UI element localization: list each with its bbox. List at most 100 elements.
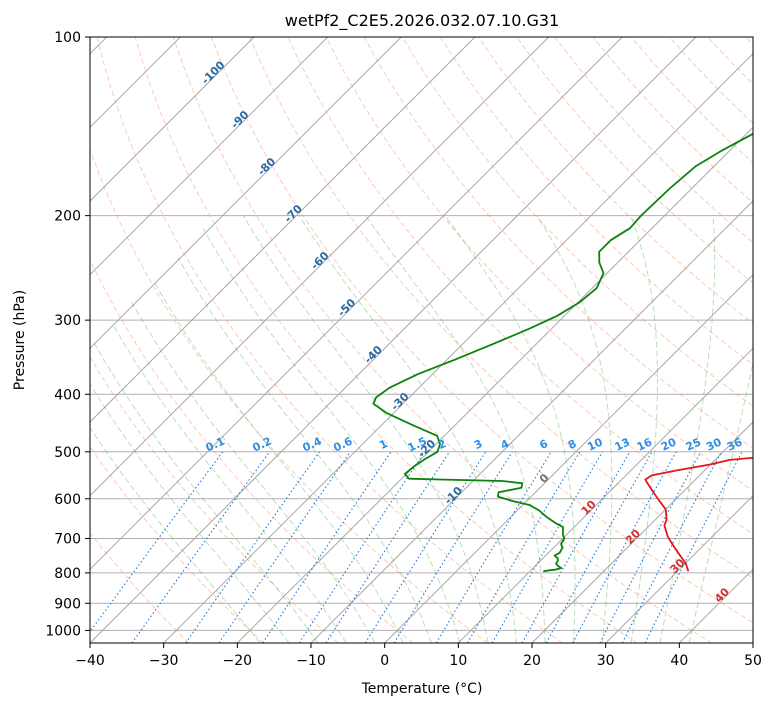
profile-lines	[372, 132, 753, 573]
isotherm-label: -100	[199, 58, 228, 87]
dry-adiabat-line	[401, 37, 753, 407]
dry-adiabat-line	[516, 37, 753, 284]
isotherm-line	[90, 37, 697, 643]
y-axis-label: Pressure (hPa)	[12, 290, 28, 390]
temperature-profile-line	[644, 456, 753, 572]
moist-adiabat-line	[131, 302, 376, 643]
moist-adiabat-line	[688, 360, 753, 643]
mixing-ratio-line	[298, 451, 426, 643]
moist-adiabat-line	[630, 215, 658, 643]
mixing-ratio-label: 30	[704, 435, 724, 453]
mixing-ratio-label: 10	[585, 435, 605, 453]
y-tick-label: 500	[54, 445, 81, 461]
moist-adiabat-line	[202, 227, 461, 643]
mixing-ratio-label: 20	[659, 435, 679, 453]
isotherm-line	[678, 568, 753, 643]
reference-lines	[90, 37, 753, 643]
dewpoint-profile-line	[372, 132, 753, 573]
isotherm-line	[531, 421, 753, 643]
x-axis-label: Temperature (°C)	[361, 681, 483, 697]
dry-adiabat-line	[90, 258, 414, 643]
x-tick-label: −10	[296, 653, 326, 669]
dry-adiabat-line	[172, 37, 712, 643]
mixing-ratio-line	[644, 451, 743, 643]
moist-adiabat-line	[242, 215, 489, 643]
mixing-ratio-label: 25	[684, 435, 703, 453]
dry-adiabat-line	[745, 37, 753, 46]
moist-adiabat-line	[659, 215, 716, 643]
dry-adiabat-line	[90, 531, 190, 643]
x-tick-label: 50	[744, 653, 762, 669]
moist-adiabat-line	[90, 426, 261, 643]
x-tick-label: 0	[380, 653, 389, 669]
isotherm-line	[90, 37, 476, 423]
moist-adiabat-line	[298, 215, 517, 643]
isotherm-line	[310, 200, 753, 643]
mixing-ratio-label: 6	[538, 437, 551, 452]
isotherm-line	[90, 37, 550, 497]
moist-adiabat-line	[92, 340, 319, 643]
isotherm-line	[752, 642, 753, 643]
mixing-ratio-line	[521, 451, 631, 643]
x-tick-label: 30	[597, 653, 615, 669]
y-tick-label: 400	[54, 387, 81, 403]
isotherm-label: 10	[579, 497, 599, 517]
x-tick-label: 40	[670, 653, 688, 669]
dry-adiabat-line	[592, 37, 753, 204]
isotherm-label: -80	[255, 155, 278, 178]
isotherm-line	[384, 273, 753, 643]
y-tick-label: 600	[54, 492, 81, 508]
moist-adiabat-line	[444, 215, 576, 643]
mixing-ratio-line	[364, 451, 487, 643]
line-labels: -100-90-80-70-60-50-40-30-20-100.1 0.2 0.4…	[199, 58, 745, 605]
dry-adiabat-line	[554, 37, 753, 244]
isotherm-label: -70	[282, 202, 305, 225]
dry-adiabat-line	[211, 37, 753, 624]
mixing-ratio-label: 36	[725, 435, 745, 453]
dry-adiabat-line	[363, 37, 753, 449]
moist-adiabat-line	[365, 215, 546, 643]
isotherm-line	[457, 347, 753, 643]
x-tick-label: −20	[223, 653, 253, 669]
y-tick-label: 100	[54, 30, 81, 46]
y-axis: 100 200 300 400 500 600 700 800 900 1000	[45, 30, 90, 639]
mixing-ratio-label: 3	[472, 437, 484, 452]
x-tick-label: −40	[75, 653, 105, 669]
dry-adiabat-line	[90, 148, 488, 643]
isotherm-label: -10	[442, 484, 465, 507]
isotherm-line	[605, 494, 753, 643]
isotherm-line	[90, 37, 255, 202]
x-tick-label: 10	[449, 653, 467, 669]
mixing-ratio-line	[262, 451, 392, 643]
isotherm-line	[90, 37, 402, 350]
chart-title: wetPf2_C2E5.2026.032.07.10.G31	[285, 11, 559, 31]
moist-adiabat-line	[154, 283, 404, 643]
moist-adiabat-line	[177, 256, 432, 643]
y-tick-label: 300	[54, 313, 81, 329]
mixing-ratio-line	[545, 451, 653, 643]
mixing-ratio-line	[185, 451, 321, 643]
mixing-ratio-label: 8	[566, 437, 578, 452]
x-axis: −40 −30 −20 −10 0 10 20 30 40 50	[75, 643, 762, 669]
isotherm-label: 20	[623, 527, 643, 547]
isotherm-line	[90, 37, 623, 571]
dry-adiabat-line	[96, 37, 563, 643]
x-tick-label: 20	[523, 653, 541, 669]
y-tick-label: 700	[54, 532, 81, 548]
isotherm-label: -50	[335, 296, 358, 319]
isotherm-label: 40	[712, 585, 732, 605]
moist-adiabat-line	[112, 324, 347, 643]
mixing-ratio-line	[90, 451, 224, 633]
dry-adiabat-line	[134, 37, 638, 643]
dry-adiabat-line	[90, 355, 339, 643]
dry-adiabat-line	[90, 445, 264, 643]
moist-adiabat-line	[536, 215, 613, 643]
mixing-ratio-label: 16	[635, 435, 655, 453]
isotherm-label: -40	[362, 343, 385, 366]
dry-adiabat-line	[669, 37, 753, 125]
isotherm-label: -60	[308, 249, 331, 272]
plot-frame	[89, 36, 754, 644]
mixing-ratio-line	[218, 451, 351, 643]
mixing-ratio-line	[621, 451, 722, 643]
